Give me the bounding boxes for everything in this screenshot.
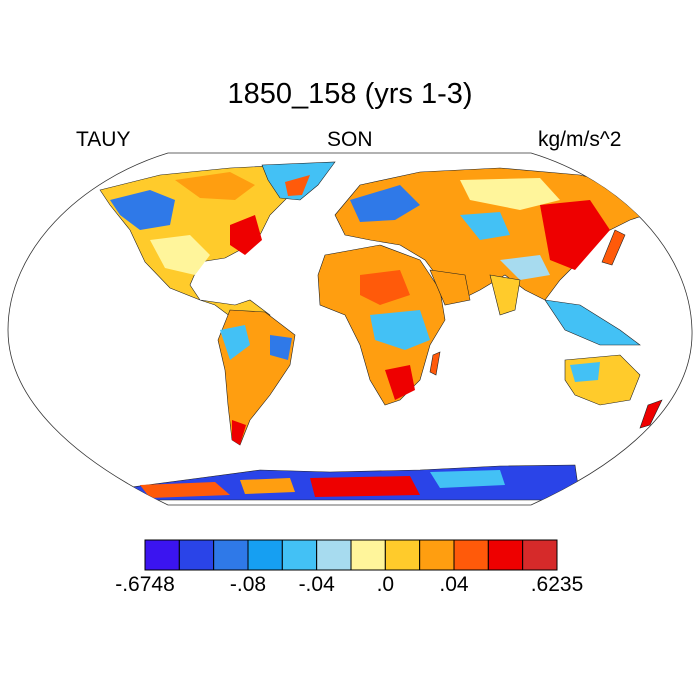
madagascar [429,351,441,376]
colorbar-swatch-6 [350,539,386,571]
south-america-south-red [232,420,246,445]
colorbar-label-3: .0 [376,573,395,596]
sahara-red [360,270,410,305]
season-label: SON [327,128,373,151]
north-america-east-red [230,215,262,255]
new-zealand [639,399,663,429]
colorbar-swatch-7 [384,539,421,571]
southeast-asia [544,299,641,346]
units-label: kg/m/s^2 [538,128,622,151]
colorbar-swatch-4 [281,539,318,571]
japan [601,229,626,266]
antarctica-red-west [140,482,230,498]
colorbar-swatch-3 [247,539,283,571]
colorbar-label-1: -.08 [229,573,267,596]
colorbar-label-2: -.04 [298,573,335,596]
india [489,274,521,316]
east-asia-red [540,200,610,270]
central-africa-blue [370,310,430,350]
central-asia-blue [460,212,510,240]
australia-blue [570,362,600,382]
antarctica-red-center [310,476,420,497]
colorbar-swatch-1 [178,539,215,571]
south-america-east-blue [270,335,292,360]
antarctica-orange [240,478,295,494]
north-america-interior [150,235,210,275]
greenland-south [285,175,310,196]
figure-title: 1850_158 (yrs 1-3) [227,78,473,110]
north-america-west-blue [110,190,175,230]
colorbar-swatch-5 [316,539,352,571]
variable-label: TAUY [76,128,131,151]
europe-blue [350,185,420,222]
arabia [429,269,471,306]
colorbar-swatch-0 [144,539,180,571]
tibet-blue [500,255,550,280]
colorbar-swatch-11 [522,539,558,571]
colorbar-label-4: .04 [439,573,469,596]
colorbar-swatch-8 [419,539,455,571]
colorbar-swatch-10 [487,539,524,571]
colorbar-label-5: .6235 [530,573,584,596]
colorbar-label-0: -.6748 [115,573,175,596]
north-america-arctic [175,172,255,200]
south-america-blue [220,325,250,360]
colorbar-swatch-9 [453,539,489,571]
antarctica-light [430,470,505,488]
colorbar-swatch-2 [213,539,249,571]
southern-africa-red [385,365,415,400]
siberia-yellow [460,178,560,210]
